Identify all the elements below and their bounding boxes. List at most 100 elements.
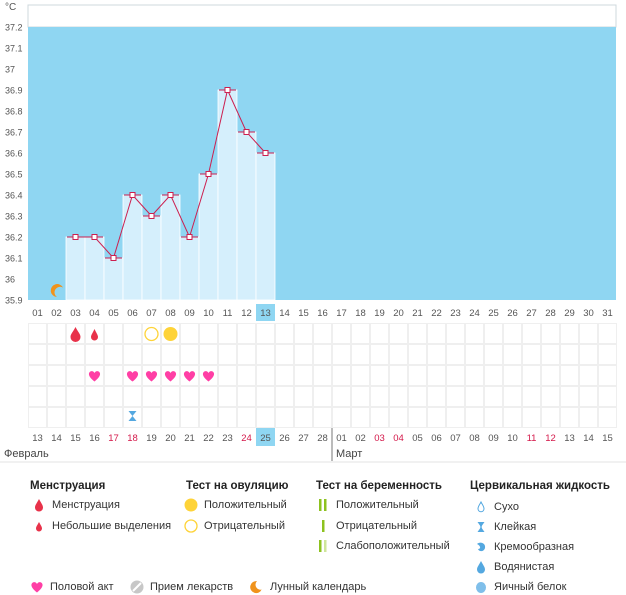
calendar-date-label: 12: [545, 433, 556, 444]
grid-cell: [465, 344, 484, 365]
cycle-day-label: 02: [51, 308, 62, 319]
day-markers: [50, 284, 215, 421]
grid-cell: [370, 365, 389, 386]
grid-cell: [370, 386, 389, 407]
grid-cell: [313, 407, 332, 428]
grid-cell: [47, 344, 66, 365]
cycle-day-label: 11: [223, 308, 233, 319]
grid-cell: [332, 323, 351, 344]
grid-cell: [351, 365, 370, 386]
calendar-date-label: 05: [412, 433, 423, 444]
legend-ovulation-positive-label: Положительный: [204, 499, 287, 511]
calendar-date-label: 21: [184, 433, 195, 444]
grid-cell: [541, 365, 560, 386]
legend-ovulation-positive: Положительный: [184, 498, 287, 512]
grid-cell: [142, 344, 161, 365]
grid-cell: [123, 344, 142, 365]
grid-cell: [256, 344, 275, 365]
cycle-day-label: 16: [317, 308, 328, 319]
grid-cell: [275, 344, 294, 365]
grid-cell: [465, 323, 484, 344]
grid-cell: [66, 365, 85, 386]
cycle-day-label: 22: [431, 308, 442, 319]
grid-cell: [484, 386, 503, 407]
heart-icon: [164, 371, 177, 382]
cycle-day-label: 13: [260, 308, 271, 319]
grid-cell: [484, 344, 503, 365]
grid-cell: [503, 407, 522, 428]
drop-large-icon: [32, 498, 46, 512]
calendar-date-label: 14: [583, 433, 594, 444]
calendar-date-label: 11: [527, 433, 537, 444]
cycle-day-axis: 01 02 03 04 05 06 07 08 09 10 11 12 13 14 15 16 17 18 19 20…: [32, 304, 613, 321]
legend-ovulation-title: Тест на овуляцию: [186, 480, 289, 492]
grid-cell: [370, 407, 389, 428]
heart-icon: [202, 371, 215, 382]
grid-cell: [332, 407, 351, 428]
ovulation-negative-icon: [144, 326, 159, 342]
legend-menstruation: Менструация: [32, 498, 120, 512]
temperature-point: [167, 192, 174, 198]
grid-cell: [313, 344, 332, 365]
mucus-creamy-icon: [474, 540, 488, 554]
legend-mucus-eggwhite: Яичный белок: [474, 580, 566, 594]
calendar-date-label: 28: [317, 433, 328, 444]
calendar-date-label: 10: [507, 433, 518, 444]
ovulation-negative-icon: [184, 519, 198, 533]
grid-cell: [541, 323, 560, 344]
grid-cell: [598, 323, 617, 344]
grid-cell: [503, 365, 522, 386]
legend-pregnancy-negative: Отрицательный: [316, 519, 417, 533]
light-spotting-drop-icon: [91, 329, 98, 341]
grid-cell: [275, 365, 294, 386]
cycle-day-label: 10: [203, 308, 214, 319]
y-axis: 37.2 37.1 37 36.9 36.8 36.7 36.6 36.5 36.4 36.3 36…: [5, 23, 23, 306]
cycle-day-label: 26: [507, 308, 518, 319]
legend: Менструация Менструация Небольшие выделе…: [0, 478, 626, 595]
grid-cell: [161, 407, 180, 428]
grid-cell: [237, 323, 256, 344]
calendar-date-label: 15: [70, 433, 81, 444]
grid-cell: [66, 386, 85, 407]
grid-cell: [313, 386, 332, 407]
legend-pregnancy-title: Тест на беременность: [316, 480, 442, 492]
calendar-date-label: 23: [222, 433, 233, 444]
grid-cell: [408, 344, 427, 365]
grid-cell: [579, 365, 598, 386]
cycle-day-label: 30: [583, 308, 594, 319]
heart-icon: [126, 371, 139, 382]
legend-mucus-title: Цервикальная жидкость: [470, 480, 610, 492]
grid-cell: [541, 407, 560, 428]
legend-ovulation-negative-label: Отрицательный: [204, 520, 285, 532]
grid-cell: [28, 386, 47, 407]
y-tick-label: 36.6: [5, 149, 23, 159]
grid-cell: [180, 344, 199, 365]
grid-cell: [256, 386, 275, 407]
cycle-day-label: 31: [602, 308, 613, 319]
grid-cell: [66, 344, 85, 365]
grid-cell: [47, 407, 66, 428]
cycle-day-label: 12: [241, 308, 252, 319]
temperature-point: [243, 129, 250, 135]
temperature-point: [129, 192, 136, 198]
grid-cell: [256, 407, 275, 428]
grid-cell: [237, 365, 256, 386]
marker-grid: [28, 323, 617, 428]
grid-cell: [218, 407, 237, 428]
grid-cell: [351, 323, 370, 344]
y-tick-label: 36.1: [5, 254, 23, 264]
calendar-date-label: 20: [165, 433, 176, 444]
calendar-date-label: 26: [279, 433, 290, 444]
grid-cell: [351, 386, 370, 407]
legend-mucus-watery-label: Водянистая: [494, 561, 555, 573]
cycle-day-label: 03: [70, 308, 81, 319]
moon-icon: [250, 580, 264, 594]
legend-lunar: Лунный календарь: [250, 580, 366, 594]
y-tick-label: 36.2: [5, 233, 23, 243]
legend-menstruation-label: Менструация: [52, 499, 120, 511]
legend-pregnancy-negative-label: Отрицательный: [336, 520, 417, 532]
grid-cell: [47, 365, 66, 386]
cycle-day-label: 28: [545, 308, 556, 319]
grid-cell: [560, 323, 579, 344]
grid-cell: [579, 344, 598, 365]
